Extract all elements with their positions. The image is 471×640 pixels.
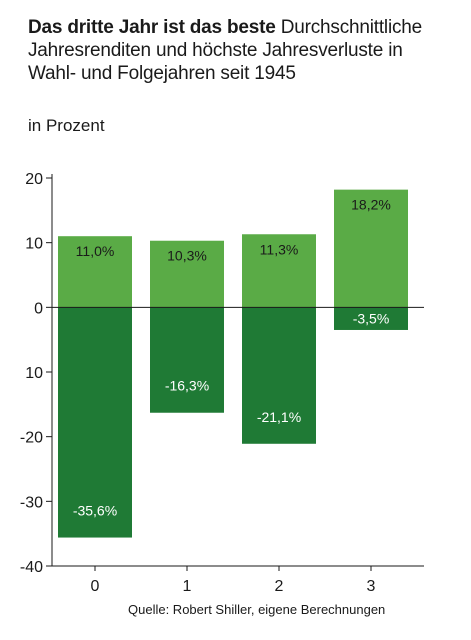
unit-label: in Prozent <box>28 116 105 135</box>
x-tick-label: 2 <box>275 578 284 595</box>
bar-negative <box>58 307 132 538</box>
bar-negative <box>334 307 408 330</box>
data-label-negative: -35,6% <box>73 503 117 519</box>
data-label-negative: -16,3% <box>165 378 209 394</box>
data-label-negative: -3,5% <box>353 311 390 327</box>
bar-positive <box>58 236 132 308</box>
x-tick-label: 0 <box>91 578 100 595</box>
y-tick-label: -40 <box>20 559 43 576</box>
y-tick-label: 10 <box>25 236 43 253</box>
y-tick-label: -30 <box>20 494 43 511</box>
data-label-positive: 11,0% <box>76 243 115 259</box>
data-label-positive: 10,3% <box>167 248 207 264</box>
y-tick-label: 0 <box>34 300 43 317</box>
x-tick-label: 3 <box>367 578 376 595</box>
source-note: Quelle: Robert Shiller, eigene Berechnun… <box>128 602 386 617</box>
bar-positive <box>242 234 316 308</box>
y-tick-label: 20 <box>25 171 43 188</box>
bar-positive <box>150 240 224 308</box>
x-tick-label: 1 <box>183 578 192 595</box>
bar-negative <box>242 307 316 444</box>
y-tick-label: -20 <box>20 430 43 447</box>
data-label-positive: 18,2% <box>351 197 391 213</box>
chart-header: Das dritte Jahr ist das beste Durchschni… <box>28 16 428 85</box>
chart-title: Das dritte Jahr ist das beste <box>28 17 276 38</box>
data-label-negative: -21,1% <box>257 409 301 425</box>
chart-subtitle: Durchschnitt­liche Jahresrenditen und hö… <box>28 17 423 84</box>
bar-negative <box>150 307 224 413</box>
bar-positive <box>334 189 408 308</box>
y-tick-label: 10 <box>25 365 43 382</box>
data-label-positive: 11,3% <box>260 241 299 257</box>
